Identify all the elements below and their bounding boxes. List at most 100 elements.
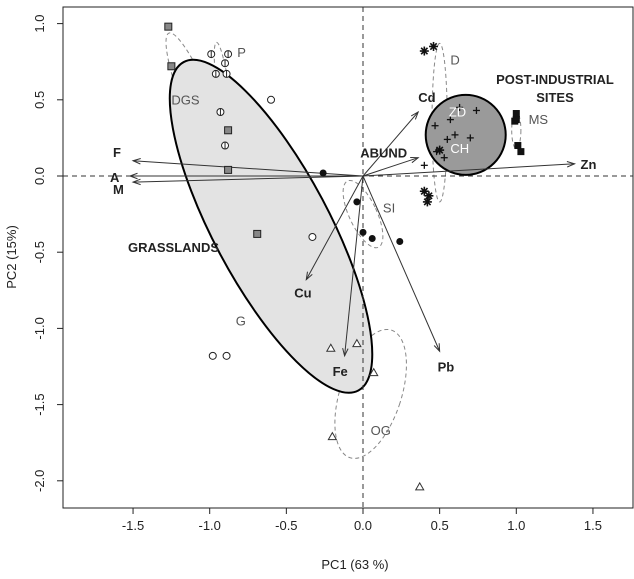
point-og-0-triangle (325, 343, 336, 352)
vector-arrowhead-a (128, 172, 138, 180)
vector-pb (362, 175, 441, 353)
point-og-3-triangle (327, 431, 338, 441)
point-ch-1 (440, 154, 448, 162)
point-ms-0 (512, 110, 520, 118)
point-si-0 (319, 169, 327, 177)
ellipse-og (334, 328, 407, 459)
point-ms-2 (514, 142, 522, 150)
vector-arrowhead-m (131, 178, 141, 186)
region-ellipses (168, 58, 507, 394)
point-zd-0 (431, 122, 439, 130)
y-tick-label-0.5: 0.5 (32, 91, 47, 109)
group-label-d: D (450, 53, 459, 68)
y-tick-label-0.0: 0.0 (32, 167, 47, 185)
y-tick-label--1.0: -1.0 (32, 317, 47, 339)
point-si-0-dot (319, 169, 327, 177)
point-d-1-stroke-3 (429, 42, 438, 51)
point-si-1 (353, 198, 361, 206)
vector-abund (362, 156, 420, 177)
vector-label-abund: ABUND (360, 146, 407, 161)
annotations: FAM Zn Cd ABUND Cu Fe Pb P DGS G SI D ZD CH MS OG GRASSL… (110, 45, 614, 438)
vector-arrowhead-cd (410, 110, 420, 120)
region-label-post-industrial-line2: SITES (536, 90, 574, 105)
vector-label-pb: Pb (438, 359, 455, 374)
x-tick-label-1.0: 1.0 (507, 518, 525, 533)
x-tick-label--0.5: -0.5 (275, 518, 297, 533)
vector-label-fe: Fe (333, 364, 348, 379)
vector-cu (305, 175, 364, 281)
point-d-4 (422, 197, 432, 207)
point-d-1 (429, 41, 439, 51)
point-si-1-dot (353, 198, 361, 206)
point-og-0 (325, 343, 336, 352)
vector-arrowhead-zn (566, 161, 577, 168)
point-g-1 (308, 232, 317, 241)
point-dgs-2 (224, 126, 233, 135)
point-si-3-dot (368, 234, 376, 242)
point-zd-2 (456, 103, 464, 111)
point-g-3-ring (222, 351, 231, 360)
data-points (164, 22, 525, 491)
vector-cd (362, 110, 420, 177)
group-label-ch: CH (450, 141, 469, 156)
point-ms-4 (512, 116, 520, 124)
point-p-5 (221, 141, 230, 150)
point-dgs-1 (167, 62, 176, 71)
point-g-1-ring (308, 232, 317, 241)
point-dgs-0 (164, 22, 173, 31)
group-label-p: P (237, 45, 246, 60)
vector-line-zn (362, 163, 575, 177)
point-ms-3-square (517, 148, 525, 156)
vector-line-m (133, 175, 364, 183)
point-p-4 (221, 59, 230, 68)
vector-m (131, 175, 364, 186)
vector-label-cd: Cd (418, 90, 435, 105)
point-d-3 (424, 191, 434, 201)
vector-line-cd (362, 111, 419, 177)
point-p-6 (216, 107, 225, 116)
vector-zn (362, 161, 577, 177)
x-tick-label--1.5: -1.5 (122, 518, 144, 533)
vector-label-zn: Zn (581, 157, 597, 172)
point-g-0 (267, 95, 276, 104)
point-p-1 (224, 50, 233, 59)
vector-arrowhead-abund (410, 156, 420, 164)
point-zd-1 (446, 116, 454, 124)
x-tick-label-0.5: 0.5 (431, 518, 449, 533)
group-label-si: SI (383, 201, 395, 216)
plot-frame (62, 6, 634, 509)
vector-arrowhead-f (131, 158, 141, 165)
point-dgs-3 (224, 165, 233, 174)
vector-arrowhead-pb (433, 343, 441, 353)
point-zd-4 (451, 131, 459, 139)
point-si-3 (368, 234, 376, 242)
point-og-4 (414, 481, 425, 491)
vector-arrowhead-fe (342, 347, 349, 358)
x-axis: -1.5 -1.0 -0.5 0.0 0.5 1.0 1.5 (122, 508, 602, 533)
point-ms-4-square (512, 116, 520, 124)
group-label-dgs: DGS (171, 92, 200, 107)
vector-line-abund (362, 157, 419, 177)
point-dgs-2-square (224, 126, 233, 135)
vector-line-pb (362, 175, 441, 352)
vector-label-cu: Cu (294, 286, 311, 301)
point-ms-0-square (512, 110, 520, 118)
y-tick-label--0.5: -0.5 (32, 241, 47, 263)
vector-line-fe (344, 175, 364, 356)
point-dgs-3-square (224, 165, 233, 174)
point-ch-0 (433, 148, 441, 156)
point-si-2-dot (359, 228, 367, 236)
point-ms-2-square (514, 142, 522, 150)
point-zd-6 (443, 135, 451, 143)
x-tick-label--1.0: -1.0 (198, 518, 220, 533)
point-si-4-dot (396, 238, 404, 246)
point-p-3 (222, 69, 231, 78)
vector-label-m: M (113, 182, 124, 197)
point-og-2 (368, 367, 379, 377)
point-dgs-0-square (164, 22, 173, 31)
point-zd-7 (420, 161, 428, 169)
x-axis-label: PC1 (63 %) (321, 557, 388, 572)
point-og-3 (327, 431, 338, 441)
region-label-post-industrial-line1: POST-INDUSTRIAL (496, 72, 614, 87)
point-zd-5 (466, 134, 474, 142)
